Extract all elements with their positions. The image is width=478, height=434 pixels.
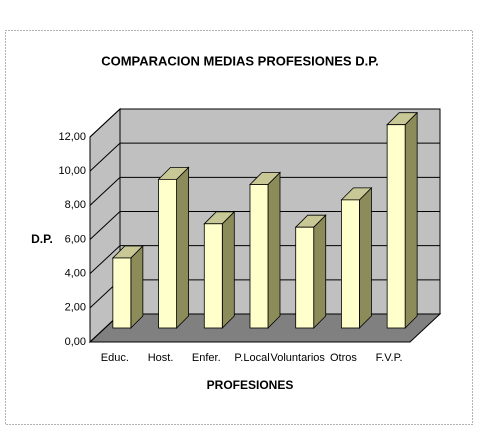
y-axis-title: D.P. (31, 232, 53, 246)
bar-side (130, 244, 144, 329)
bar (341, 199, 360, 329)
bar (386, 124, 406, 329)
chart-title: COMPARACION MEDIAS PROFESIONES D.P. (101, 53, 379, 68)
x-tick-label: Educ. (101, 352, 129, 364)
grid-line (89, 211, 440, 240)
bar (158, 178, 177, 329)
x-tick-label: P.Local (234, 352, 269, 364)
grid-line (89, 108, 440, 138)
y-tick-label: 4,00 (65, 268, 86, 280)
y-tick-label: 0,00 (65, 336, 86, 348)
bar-side (267, 171, 281, 329)
x-tick-label: Host. (148, 352, 174, 364)
y-tick-label: 8,00 (65, 199, 86, 211)
x-tick-label: Otros (330, 352, 357, 364)
bar-side (176, 166, 189, 329)
grid-line (89, 245, 440, 275)
grid-line (89, 176, 440, 206)
grid-line (89, 142, 440, 172)
x-axis-title: PROFESIONES (207, 378, 294, 392)
y-tick-label: 12,00 (58, 131, 86, 143)
bar-side (404, 111, 418, 329)
y-tick-label: 2,00 (65, 302, 86, 314)
bar-side (359, 186, 372, 329)
y-tick-label: 10,00 (58, 165, 86, 177)
x-tick-label: F.V.P. (376, 352, 403, 364)
bar (203, 223, 223, 329)
bar (112, 257, 132, 329)
bar (295, 226, 315, 329)
bar (249, 184, 269, 329)
bar-side (313, 214, 327, 329)
x-tick-label: Enfer. (192, 352, 221, 364)
y-tick-label: 6,00 (65, 233, 86, 245)
bar-side (221, 210, 235, 329)
x-tick-label: Voluntarios (270, 352, 325, 364)
